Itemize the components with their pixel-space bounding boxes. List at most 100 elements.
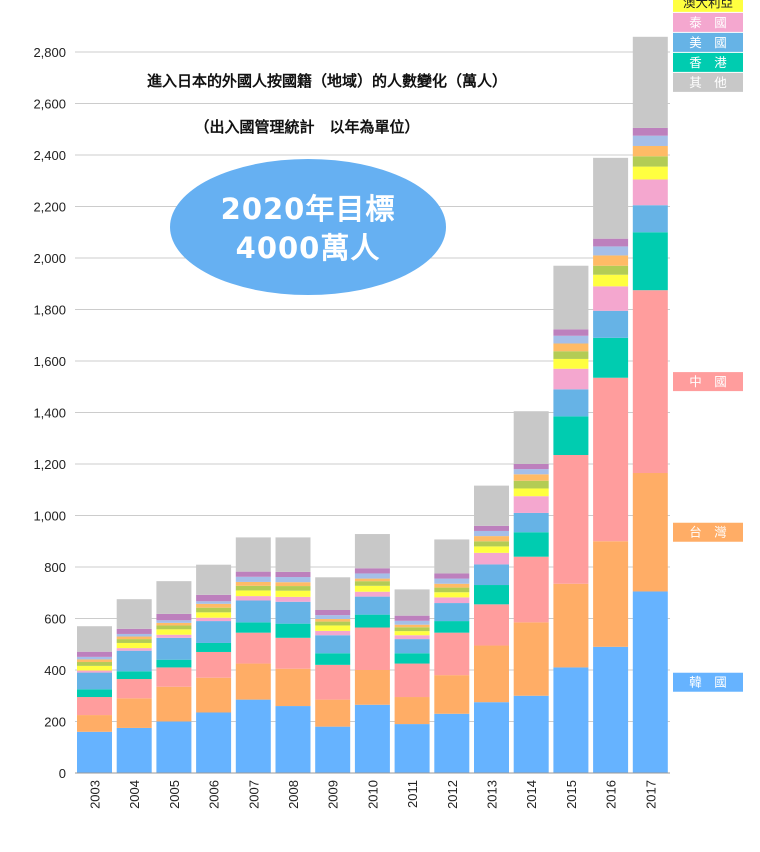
bar-2004-series-1: [116, 698, 152, 728]
bar-2007-series-8: [235, 581, 271, 586]
bar-2016-series-0: [593, 646, 629, 773]
bar-2010-series-11: [354, 534, 390, 569]
bar-2009-series-0: [315, 726, 351, 773]
x-tick-label-2017: 2017: [643, 780, 658, 809]
bar-2006-series-11: [196, 564, 232, 595]
bar-2010-series-2: [354, 627, 390, 670]
gridlines: [75, 51, 670, 722]
bar-2006-series-6: [196, 612, 232, 618]
bar-2015-series-11: [553, 265, 589, 330]
legend-swatch-series-5: [673, 12, 743, 32]
legend-label-series-3: 香 港: [689, 55, 727, 70]
bar-2007-series-11: [235, 537, 271, 572]
bar-2012-series-7: [434, 587, 470, 593]
bar-2006-series-2: [196, 651, 232, 678]
bar-2004-series-5: [116, 648, 152, 651]
y-tick-label-400: 400: [44, 663, 66, 678]
bar-2009-series-10: [315, 610, 351, 616]
y-tick-label-2800: 2,800: [33, 45, 66, 60]
legend-label-series-1: 台 灣: [689, 525, 727, 540]
bar-2007-series-1: [235, 663, 271, 700]
bar-2012-series-4: [434, 603, 470, 622]
bar-2011-series-2: [394, 663, 430, 698]
legend-label-series-5: 泰 國: [689, 15, 727, 30]
bar-2003-series-1: [77, 715, 112, 732]
bar-2011-series-3: [394, 653, 430, 664]
bar-2012-series-9: [434, 578, 470, 584]
bar-2004-series-7: [116, 639, 152, 643]
bar-2005-series-7: [156, 625, 192, 630]
bar-2006-series-0: [196, 712, 232, 773]
bar-2009-series-2: [315, 664, 351, 700]
bar-2016-series-2: [593, 377, 629, 542]
bar-2014-series-8: [513, 474, 549, 481]
legend-swatch-series-4: [673, 32, 743, 52]
x-axis-tick-labels: 2003 2004 2005 2006 2007 2008 2009 2010 2011 2012…: [88, 780, 659, 809]
bar-2013-series-6: [474, 546, 509, 553]
bar-2008-series-10: [275, 571, 311, 578]
bar-2005-series-11: [156, 581, 192, 614]
bar-2016-series-9: [593, 246, 629, 256]
bar-2010-series-5: [354, 591, 390, 597]
bar-2004-series-11: [116, 599, 152, 629]
bar-2006-series-4: [196, 621, 232, 643]
bar-2009-series-9: [315, 615, 351, 620]
x-tick-label-2012: 2012: [445, 780, 460, 809]
bar-2009-series-4: [315, 635, 351, 654]
bar-2005-series-2: [156, 667, 192, 687]
bar-2008-series-4: [275, 601, 311, 624]
bar-2013-series-4: [474, 564, 509, 586]
bar-2004-series-9: [116, 633, 152, 637]
bar-2003-series-0: [77, 731, 112, 773]
bar-2014-series-0: [513, 695, 549, 773]
bar-2003-series-8: [77, 659, 112, 663]
bar-2003-series-2: [77, 697, 112, 716]
y-tick-label-1000: 1,000: [33, 509, 66, 524]
bar-2004-series-10: [116, 628, 152, 634]
legend-swatch-series-6: [673, 0, 743, 12]
bar-2017-series-1: [632, 473, 668, 592]
bar-2015-series-10: [553, 329, 589, 336]
bar-2004-series-0: [116, 727, 152, 773]
bar-2017-series-9: [632, 135, 668, 146]
bar-2009-series-6: [315, 625, 351, 631]
bar-2014-series-3: [513, 532, 549, 557]
bar-2010-series-7: [354, 581, 390, 586]
bar-2014-series-11: [513, 411, 549, 464]
bar-2017-series-6: [632, 166, 668, 180]
y-tick-label-600: 600: [44, 612, 66, 627]
bar-2007-series-6: [235, 590, 271, 597]
bar-2017-series-4: [632, 205, 668, 233]
x-tick-label-2005: 2005: [167, 780, 182, 809]
bar-2009-series-1: [315, 699, 351, 727]
bar-2012-series-2: [434, 632, 470, 676]
bar-2009-series-7: [315, 621, 351, 626]
bar-2017-series-2: [632, 290, 668, 474]
x-tick-label-2004: 2004: [127, 780, 142, 809]
bar-2008-series-5: [275, 596, 311, 602]
legend-label-series-0: 韓 國: [689, 675, 727, 690]
bar-2012-series-5: [434, 597, 470, 604]
chart-subtitle: （出入國管理統計 以年為單位）: [194, 118, 419, 136]
bar-2011-series-5: [394, 635, 430, 640]
y-tick-label-1600: 1,600: [33, 354, 66, 369]
bar-2011-series-0: [394, 724, 430, 773]
y-tick-label-1200: 1,200: [33, 457, 66, 472]
bar-2015-series-3: [553, 416, 589, 455]
bar-2013-series-10: [474, 525, 509, 531]
bar-2003-series-10: [77, 651, 112, 657]
bar-2016-series-6: [593, 274, 629, 287]
bar-2016-series-1: [593, 541, 629, 647]
bar-2016-series-8: [593, 255, 629, 266]
bar-2012-series-0: [434, 713, 470, 773]
bar-2003-series-9: [77, 656, 112, 660]
bar-2008-series-0: [275, 706, 311, 773]
y-tick-label-200: 200: [44, 715, 66, 730]
bar-2017-series-8: [632, 145, 668, 157]
bar-2004-series-6: [116, 642, 152, 649]
bar-2005-series-3: [156, 659, 192, 668]
x-tick-label-2016: 2016: [604, 780, 619, 809]
bar-2016-series-4: [593, 310, 629, 338]
bar-2012-series-3: [434, 621, 470, 633]
bar-2003-series-11: [77, 626, 112, 652]
